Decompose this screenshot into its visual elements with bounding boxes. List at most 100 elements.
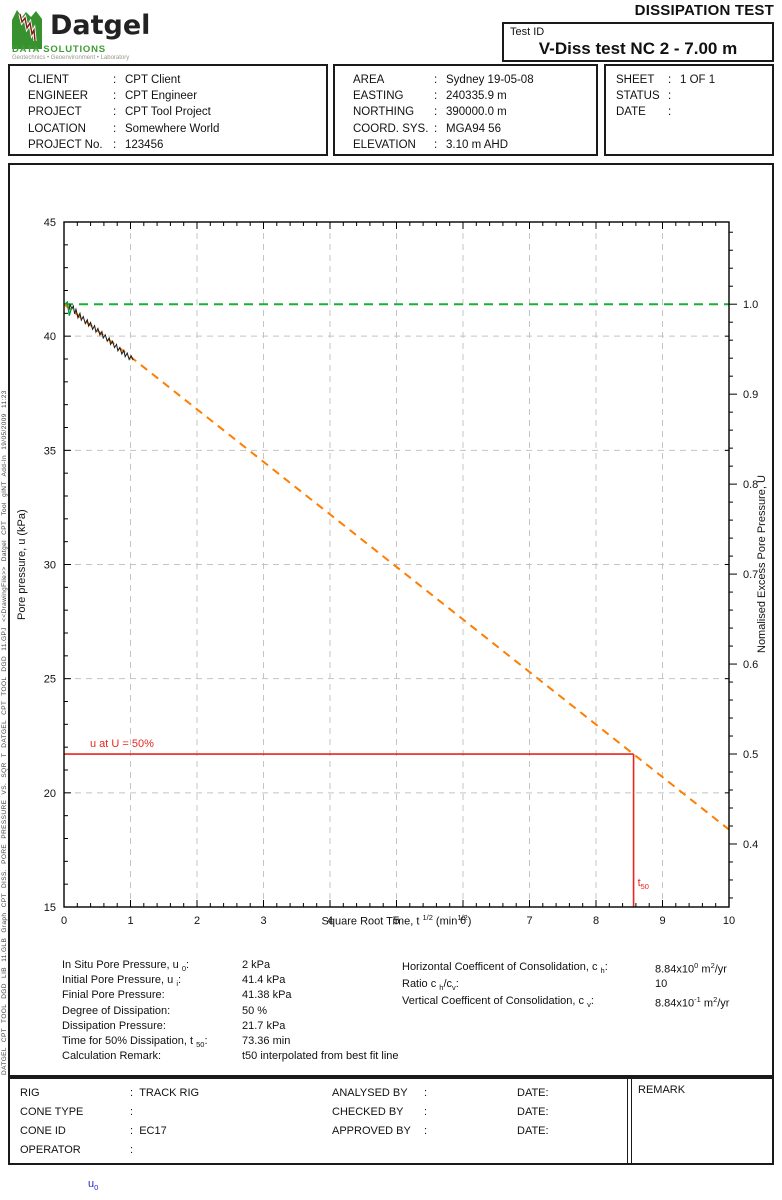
svg-text:7: 7: [526, 915, 532, 927]
info-value: MGA94 56: [446, 122, 501, 135]
colon: :: [113, 122, 117, 135]
summary-label: In Situ Pore Pressure, u 0:: [62, 959, 190, 974]
info-value: Sydney 19-05-08: [446, 74, 534, 86]
colon: :: [434, 90, 438, 103]
colon: :: [113, 74, 117, 86]
svg-text:0.9: 0.9: [743, 389, 758, 401]
colon: :: [113, 138, 117, 151]
summary-block: In Situ Pore Pressure, u 0: 2 kPa Initia…: [10, 959, 776, 1065]
summary-row: Ratio c h/cv: 10: [10, 978, 776, 995]
svg-text:1.0: 1.0: [743, 299, 758, 311]
info-row: NORTHING:390000.0 m: [353, 104, 588, 120]
u-at-u50-label: u at U = 50%: [90, 738, 154, 751]
colon: :: [130, 1106, 134, 1118]
summary-row: Dissipation Pressure: 21.7 kPa: [10, 1020, 776, 1035]
summary-label: Ratio c h/cv:: [402, 978, 459, 993]
colon: :: [434, 138, 438, 151]
info-value: 1 OF 1: [680, 74, 716, 86]
summary-row: Horizontal Coefficent of Consolidation, …: [10, 961, 776, 978]
footer-panel: RIG: TRACK RIG CONE TYPE: CONE ID: EC17 …: [8, 1077, 774, 1165]
info-row: ENGINEER: CPT Engineer: [28, 88, 318, 104]
colon: :: [668, 74, 672, 86]
info-label: PROJECT: [28, 106, 82, 119]
info-label: NORTHING: [353, 106, 415, 119]
remark-divider: [631, 1079, 632, 1163]
sheet-info-block: SHEET:1 OF 1 STATUS: DATE:: [604, 64, 774, 156]
svg-text:8: 8: [593, 915, 599, 927]
summary-row: Vertical Coefficent of Consolidation, c …: [10, 995, 776, 1012]
info-label: ELEVATION: [353, 138, 416, 151]
svg-text:10: 10: [723, 915, 735, 927]
summary-label: Initial Pore Pressure, u i:: [62, 974, 182, 989]
footer-label: CONE ID: [20, 1125, 66, 1137]
footer-row: CONE ID: EC17: [20, 1125, 167, 1137]
summary-label: Finial Pore Pressure:: [62, 989, 165, 1002]
info-row: CLIENT: CPT Client: [28, 72, 318, 88]
summary-label: Degree of Dissipation:: [62, 1004, 171, 1017]
remark-label: REMARK: [638, 1084, 686, 1096]
info-value: 240335.9 m: [446, 90, 507, 103]
svg-text:0.7: 0.7: [743, 569, 758, 581]
logo-subtitle: DATA SOLUTIONS: [12, 44, 106, 55]
x-axis-title: Square Root Time, t 1/2 (min1/2): [321, 913, 472, 928]
svg-text:3: 3: [260, 915, 266, 927]
summary-value: 73.36 min: [242, 1034, 291, 1047]
info-row: PROJECT: CPT Tool Project: [28, 104, 318, 120]
remark-divider: [627, 1079, 628, 1163]
summary-value: 10: [655, 978, 668, 990]
summary-value: 2 kPa: [242, 959, 271, 971]
footer-label: CHECKED BY: [332, 1106, 404, 1118]
svg-text:1: 1: [127, 915, 133, 927]
footer-date-label: DATE:: [517, 1106, 549, 1118]
logo-name: Datgel: [50, 10, 151, 41]
summary-row: Time for 50% Dissipation, t 50: 73.36 mi…: [10, 1035, 776, 1050]
svg-text:0: 0: [61, 915, 67, 927]
svg-text:2: 2: [194, 915, 200, 927]
summary-row: Initial Pore Pressure, u i: 41.4 kPa: [10, 974, 776, 989]
info-row: EASTING:240335.9 m: [353, 88, 588, 104]
colon: :: [424, 1125, 428, 1137]
info-row: AREA: Sydney 19-05-08: [353, 72, 588, 88]
summary-value: 8.84x10-1 m2/yr: [655, 995, 730, 1010]
test-id-label: Test ID: [510, 26, 545, 38]
summary-label: Dissipation Pressure:: [62, 1019, 166, 1032]
colon: :: [130, 1087, 134, 1099]
info-value: 123456: [125, 138, 164, 151]
y-axis-title-left: Pore pressure, u (kPa): [16, 509, 28, 620]
svg-text:0.5: 0.5: [743, 749, 758, 761]
summary-value: 41.38 kPa: [242, 989, 292, 1002]
summary-row: In Situ Pore Pressure, u 0: 2 kPa: [10, 959, 776, 974]
footer-date-label: DATE:: [517, 1125, 549, 1137]
svg-text:0.8: 0.8: [743, 479, 758, 491]
sidebar-file-info: DATGEL CPT TOOL DGD LIB 11.GLB Graph CPT…: [1, 390, 8, 1075]
footer-row: CHECKED BY: DATE:: [332, 1106, 549, 1118]
info-label: COORD. SYS.: [353, 122, 429, 135]
summary-label: Time for 50% Dissipation, t 50:: [62, 1034, 208, 1050]
footer-row: ANALYSED BY: DATE:: [332, 1087, 549, 1099]
info-value: CPT Engineer: [125, 90, 198, 103]
info-row: STATUS:: [616, 88, 764, 104]
svg-text:35: 35: [44, 445, 56, 457]
footer-row: OPERATOR:: [20, 1144, 139, 1156]
info-label: DATE: [616, 106, 646, 119]
footer-date-label: DATE:: [517, 1087, 549, 1099]
datgel-logo-icon: [12, 10, 42, 49]
svg-text:45: 45: [44, 217, 56, 229]
u0-note: u0: [88, 1178, 99, 1193]
colon: :: [113, 106, 117, 119]
colon: :: [668, 106, 672, 119]
info-label: AREA: [353, 74, 385, 86]
info-row: ELEVATION:3.10 m AHD: [353, 137, 588, 153]
info-row: LOCATION: Somewhere World: [28, 121, 318, 137]
footer-row: RIG: TRACK RIG: [20, 1087, 199, 1099]
info-label: LOCATION: [28, 122, 86, 135]
info-label: CLIENT: [28, 74, 69, 86]
info-value: 390000.0 m: [446, 106, 507, 119]
summary-left-column: In Situ Pore Pressure, u 0: 2 kPa Initia…: [10, 959, 776, 1065]
logo-tagline: Geotechnics • Geoenvironment • Laborator…: [12, 55, 130, 61]
chart-panel: 45 40 35 30 25 20 15 0 1 2 3 4 5 6 7 8 9 10 1.0 0.9 0.8 0.7 0.…: [8, 163, 774, 1077]
summary-row: Finial Pore Pressure: 41.38 kPa: [10, 989, 776, 1004]
info-row: DATE:: [616, 104, 764, 120]
svg-text:0.6: 0.6: [743, 659, 758, 671]
